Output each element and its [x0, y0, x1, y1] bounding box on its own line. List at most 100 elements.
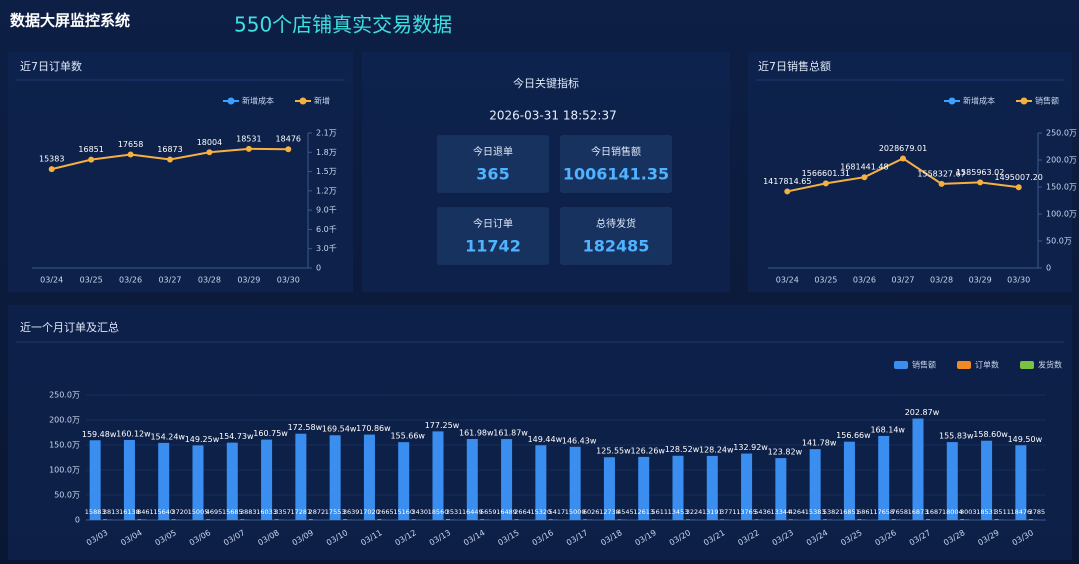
data-label: 1585963.02 — [956, 168, 1004, 177]
x-tick-label: 03/26 — [853, 276, 876, 285]
legend-label: 销售额 — [1035, 96, 1059, 106]
legend-label: 订单数 — [975, 360, 999, 370]
y-tick-label: 50.0万 — [1046, 237, 1072, 246]
data-label: 18004 — [942, 508, 963, 516]
y-tick-label: 9.0千 — [316, 205, 337, 215]
bar — [672, 455, 684, 520]
data-label: 8461 — [137, 508, 154, 516]
data-label: 141.78w — [802, 439, 837, 448]
legend-swatch — [948, 97, 956, 105]
data-label: 149.25w — [185, 435, 220, 444]
bar — [158, 442, 170, 520]
bar — [946, 442, 958, 520]
data-label: 146.43w — [562, 436, 597, 445]
data-label: 168.14w — [870, 425, 905, 434]
data-label: 3771 — [720, 508, 737, 516]
bar — [617, 519, 622, 520]
bar — [823, 519, 828, 520]
bar — [809, 449, 821, 520]
y-tick-label: 50.0万 — [54, 491, 80, 500]
y-tick-label: 0 — [75, 516, 80, 525]
bar — [514, 519, 519, 520]
x-tick-label: 03/30 — [277, 276, 300, 285]
data-label: 13453 — [668, 508, 689, 516]
data-label: 158.60w — [973, 430, 1008, 439]
data-label: 2665 — [377, 508, 394, 516]
data-label: 7658 — [891, 508, 908, 516]
bar — [446, 519, 450, 520]
bar — [891, 519, 896, 520]
point — [206, 149, 213, 156]
data-label: 6861 — [857, 508, 874, 516]
legend-label: 新增 — [314, 96, 330, 106]
bar — [651, 519, 656, 520]
legend-swatch — [894, 361, 908, 369]
kpi-card — [437, 135, 549, 193]
data-label: 161.87w — [493, 429, 528, 438]
x-tick-label: 03/28 — [930, 276, 953, 285]
data-label: 18004 — [197, 138, 222, 147]
y-tick-label: 0 — [316, 264, 321, 273]
y-tick-label: 250.0万 — [49, 391, 80, 400]
data-label: 159.48w — [82, 430, 117, 439]
point — [167, 156, 173, 163]
bar — [638, 456, 650, 520]
data-label: 125.55w — [596, 447, 631, 456]
data-label: 149.50w — [1008, 435, 1043, 444]
data-label: 6026 — [583, 508, 600, 516]
y-tick-label: 1.2万 — [316, 186, 337, 195]
data-label: 16873 — [908, 508, 929, 516]
data-label: 3785 — [1029, 508, 1046, 516]
kpi-label: 总待发货 — [596, 217, 636, 230]
bar — [261, 439, 273, 520]
data-label: 8003 — [960, 508, 977, 516]
bar — [706, 455, 718, 520]
app-title: 数据大屏监控系统 — [10, 12, 130, 30]
data-label: 17553 — [325, 508, 346, 516]
data-label: 16873 — [157, 145, 182, 154]
data-label: 15883 — [85, 508, 106, 516]
bar — [295, 433, 307, 520]
bar — [274, 519, 279, 520]
kpi-value: 11742 — [465, 237, 521, 256]
y-tick-label: 100.0万 — [1046, 210, 1077, 219]
data-label: 1687 — [926, 508, 943, 516]
panel — [8, 52, 353, 292]
data-label: 2664 — [514, 508, 531, 516]
bar — [466, 439, 478, 520]
bar — [583, 519, 588, 520]
y-tick-label: 100.0万 — [49, 466, 80, 475]
legend-label: 新增成本 — [963, 96, 995, 106]
data-label: 18531 — [236, 134, 261, 143]
bar — [788, 519, 793, 520]
legend-swatch — [1020, 97, 1028, 105]
data-label: 155.83w — [939, 432, 974, 441]
data-label: 4264 — [789, 508, 806, 516]
data-label: 15005 — [188, 508, 209, 516]
data-label: 1558327.67 — [917, 169, 965, 178]
data-label: 17020 — [359, 508, 380, 516]
x-tick-label: 03/27 — [891, 276, 914, 285]
bar — [843, 441, 855, 520]
bar — [137, 519, 142, 520]
kpi-value: 1006141.35 — [563, 165, 669, 184]
bar — [398, 442, 410, 520]
bar — [308, 519, 313, 520]
bar — [926, 519, 930, 520]
data-label: 13344 — [771, 508, 792, 516]
bar — [857, 519, 862, 520]
data-label: 13765 — [736, 508, 757, 516]
bar — [480, 519, 485, 520]
data-label: 160.12w — [116, 429, 151, 438]
data-label: 15383 — [805, 508, 826, 516]
data-label: 3430 — [411, 508, 428, 516]
data-label: 3720 — [171, 508, 188, 516]
data-label: 16489 — [496, 508, 517, 516]
bar — [720, 519, 725, 520]
bar — [343, 519, 348, 520]
kpi-label: 今日订单 — [473, 217, 513, 230]
data-label: 5659 — [480, 508, 497, 516]
point — [784, 188, 791, 195]
data-label: 149.44w — [528, 435, 563, 444]
bar — [741, 453, 753, 520]
